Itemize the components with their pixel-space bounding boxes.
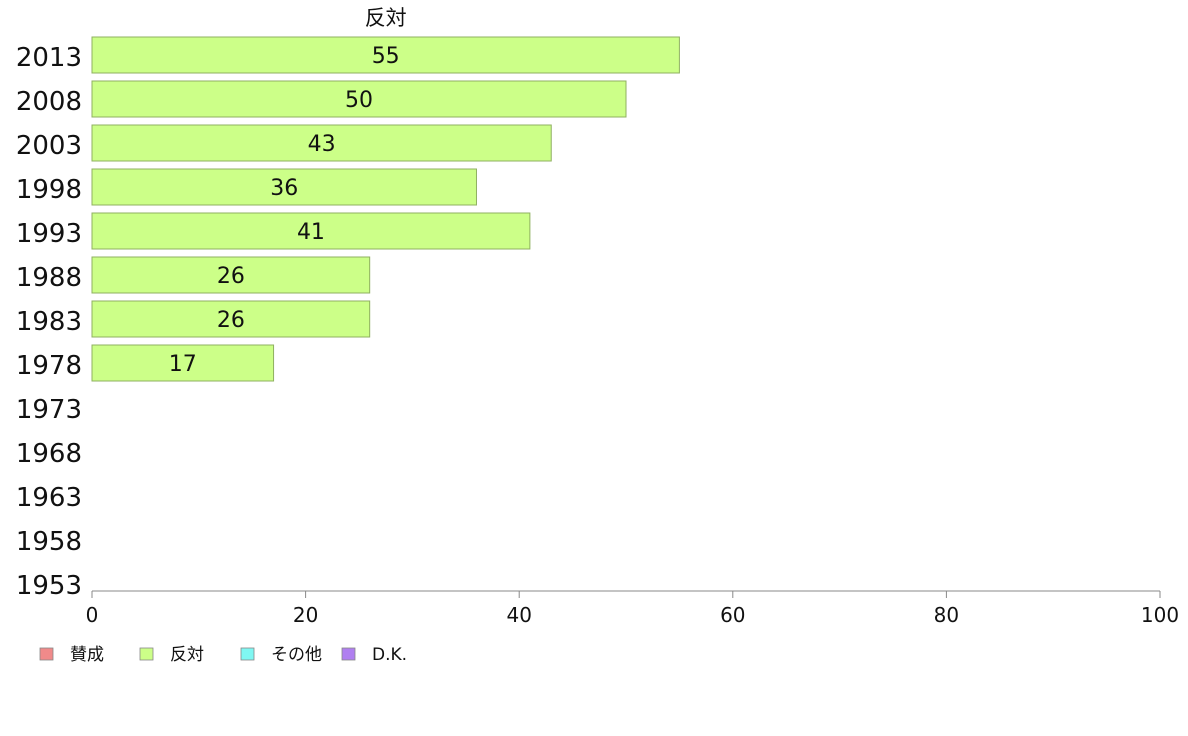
year-label-2013: 2013 [16,43,82,73]
bars [91,36,680,382]
bar-label-2003: 43 [308,132,336,157]
year-label-2008: 2008 [16,87,82,117]
x-tick-label-80: 80 [934,603,959,627]
bar-1978 [91,344,275,382]
x-tick-label-100: 100 [1141,603,1179,627]
bar-label-2013: 55 [372,44,400,69]
year-label-1963: 1963 [16,483,82,513]
x-tick-label-0: 0 [86,603,99,627]
bar-label-1988: 26 [217,264,245,289]
series-title: 反対 [365,6,407,30]
legend-label-0: 賛成 [70,645,104,665]
year-label-1978: 1978 [16,351,82,381]
year-label-1998: 1998 [16,175,82,205]
legend-label-3: D.K. [372,645,407,665]
legend-swatch-0 [39,647,54,661]
bar-2013 [91,36,680,74]
bar-label-1993: 41 [297,220,325,245]
legend-label-2: その他 [271,645,322,665]
bar-labels: 55 50 43 36 41 26 26 17 [169,44,400,377]
bar-1983 [91,300,371,338]
legend-swatch-2 [240,647,255,661]
bar-label-2008: 50 [345,88,373,113]
year-label-1958: 1958 [16,527,82,557]
year-labels: 2013 2008 2003 1998 1993 1988 1983 1978 1973 1968… [16,43,82,601]
year-label-2003: 2003 [16,131,82,161]
year-label-1968: 1968 [16,439,82,469]
x-tick-label-60: 60 [720,603,745,627]
bar-label-1998: 36 [270,176,298,201]
year-label-1953: 1953 [16,571,82,601]
bar-1988 [91,256,371,294]
bar-label-1983: 26 [217,308,245,333]
bar-1998 [91,168,477,206]
year-label-1973: 1973 [16,395,82,425]
x-axis: 0 20 40 60 80 100 [86,590,1179,627]
bar-1993 [91,212,531,250]
year-label-1983: 1983 [16,307,82,337]
bar-label-1978: 17 [169,352,197,377]
x-tick-label-40: 40 [506,603,531,627]
year-label-1988: 1988 [16,263,82,293]
year-label-1993: 1993 [16,219,82,249]
x-tick-label-20: 20 [293,603,318,627]
bar-2008 [91,80,627,118]
legend-swatch-3 [341,647,356,661]
bar-2003 [91,124,552,162]
legend-label-1: 反対 [170,645,204,665]
legend: 賛成 反対 その他 D.K. [39,645,407,665]
legend-swatch-1 [139,647,154,661]
